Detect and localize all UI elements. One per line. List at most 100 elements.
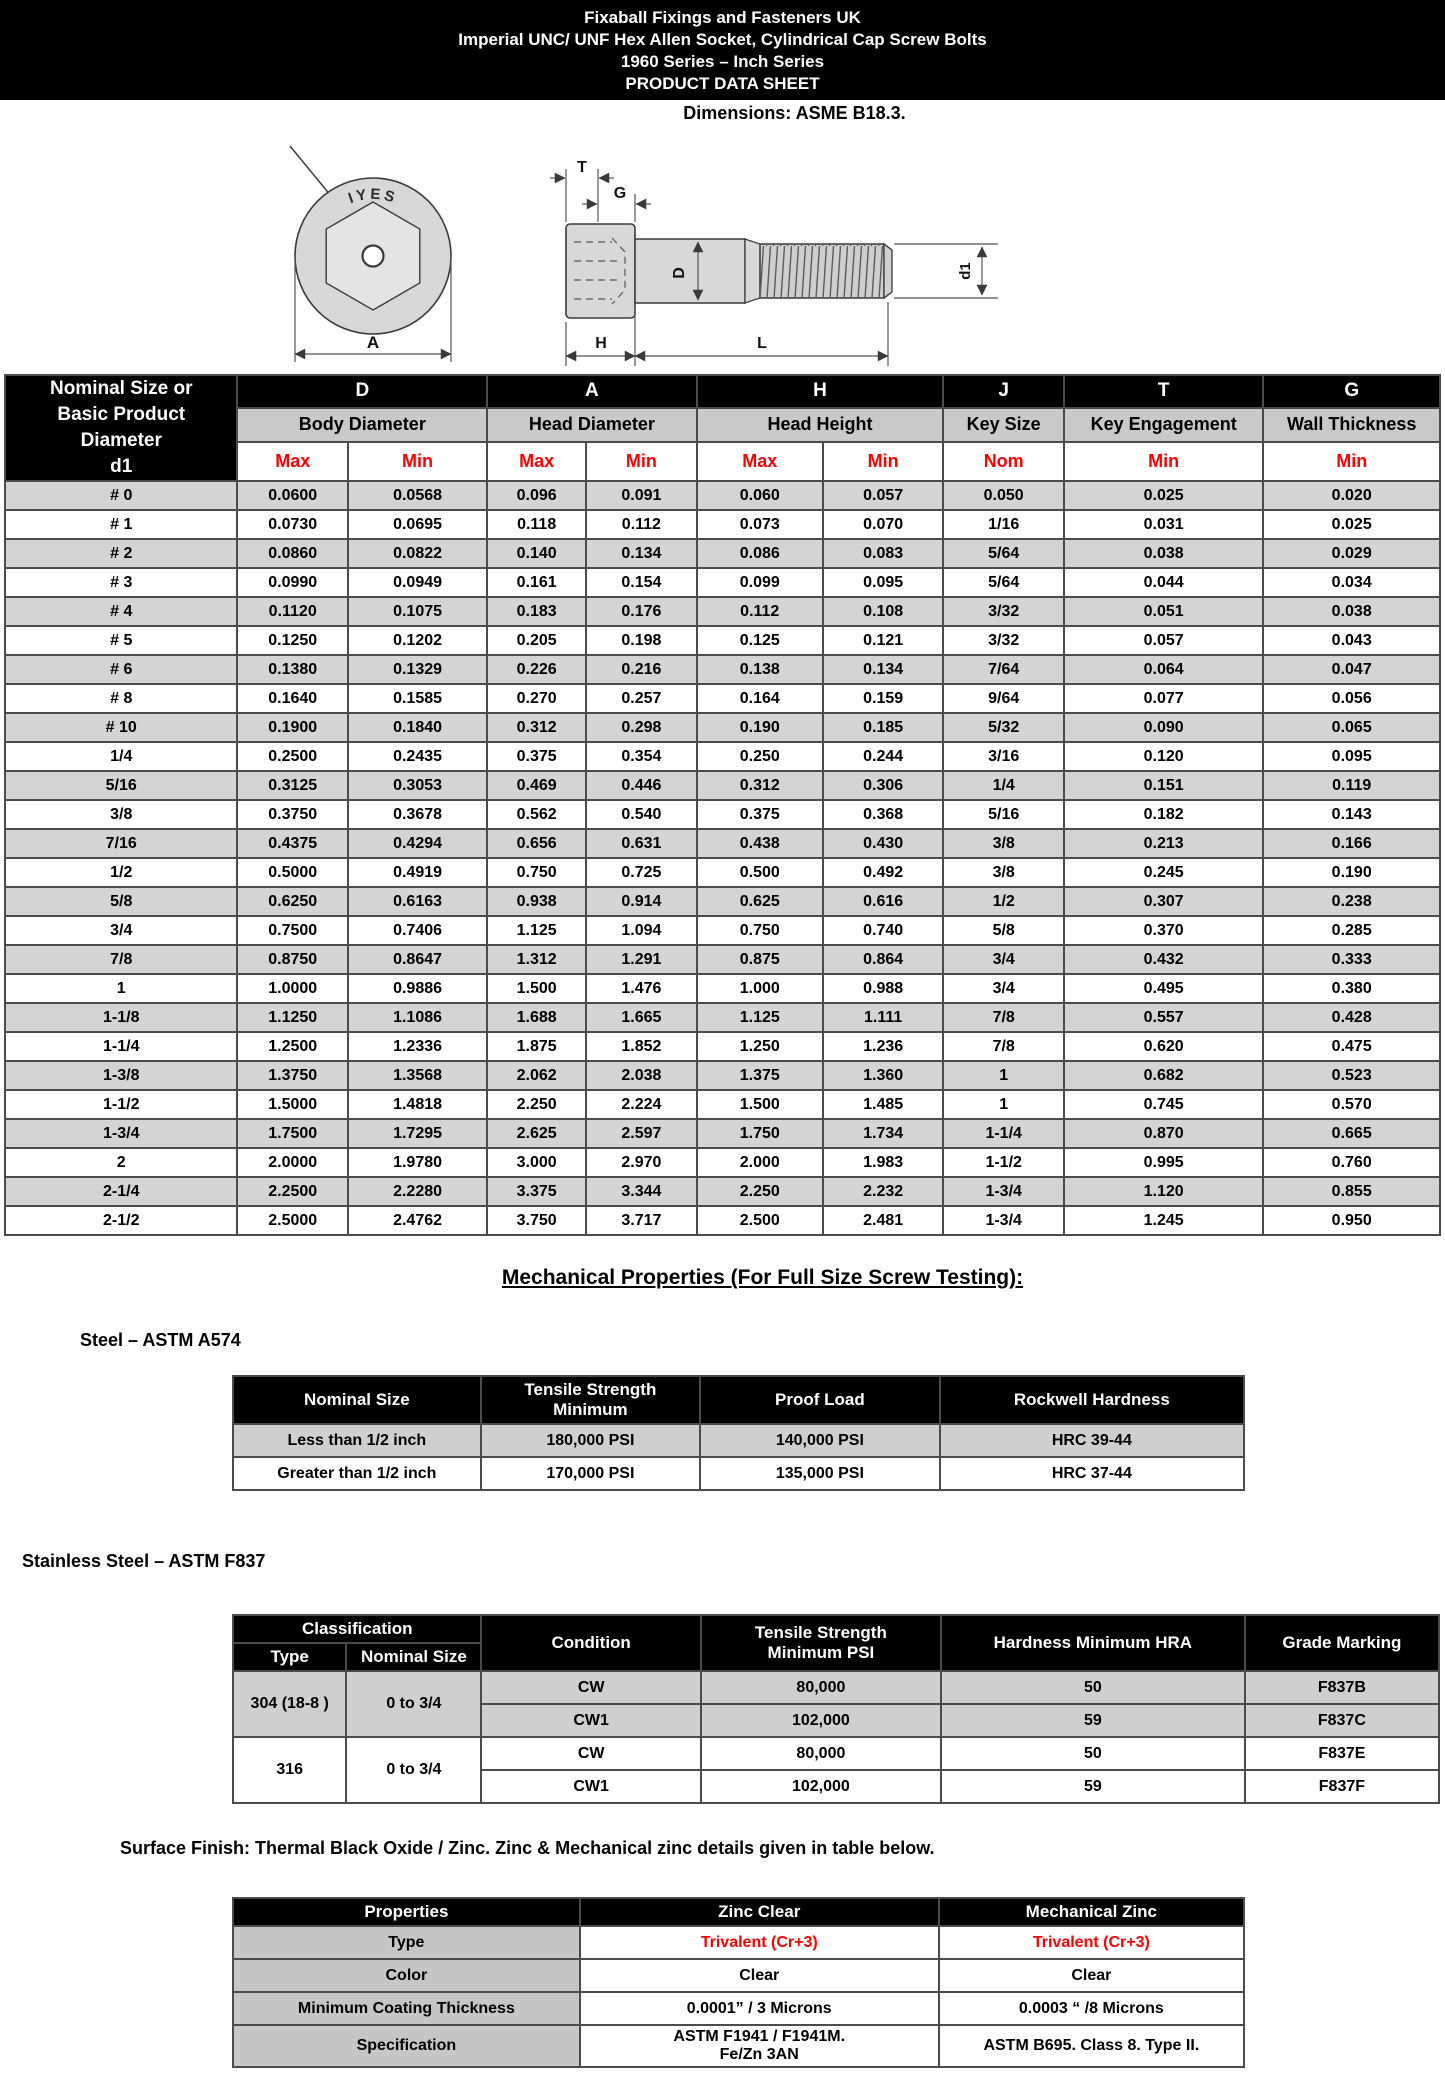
- value-cell: 3/4: [942, 944, 1065, 975]
- col-name-key-size: Key Size: [942, 406, 1065, 444]
- value-cell: 0.988: [821, 973, 945, 1004]
- size-cell: # 6: [3, 654, 239, 685]
- col-group-h: H: [695, 374, 945, 409]
- dimension-row: # 4 0.1120 0.1075 0.183 0.176 0.112 0.108 3/32 0…: [3, 596, 1441, 627]
- value-cell: 0.056: [1262, 683, 1441, 714]
- value-cell: 0.134: [821, 654, 945, 685]
- value-cell: 0.1075: [346, 596, 489, 627]
- dimension-row: # 2 0.0860 0.0822 0.140 0.134 0.086 0.083 5/64 0…: [3, 538, 1441, 569]
- sf-value-cell: 0.0003 “ /8 Microns: [937, 1991, 1246, 2026]
- value-cell: 0.077: [1062, 683, 1265, 714]
- value-cell: 1.0000: [236, 973, 349, 1004]
- product-title: Imperial UNC/ UNF Hex Allen Socket, Cyli…: [458, 30, 987, 49]
- value-cell: 0.0730: [236, 509, 349, 540]
- series-title: 1960 Series – Inch Series: [620, 52, 825, 71]
- size-cell: # 5: [3, 625, 239, 656]
- value-cell: 0.1380: [236, 654, 349, 685]
- value-cell: 0.034: [1262, 567, 1441, 598]
- sub-header: Min: [1262, 441, 1441, 482]
- value-cell: 3/32: [942, 596, 1065, 627]
- value-cell: 2.250: [486, 1089, 588, 1120]
- value-cell: 0.0695: [346, 509, 489, 540]
- sub-header: Max: [236, 441, 349, 482]
- value-cell: 0.4375: [236, 828, 349, 859]
- surface-finish-row: Minimum Coating Thickness 0.0001” / 3 Mi…: [232, 1991, 1246, 2026]
- value-cell: 0.446: [585, 770, 698, 801]
- dimension-table-body: # 0 0.0600 0.0568 0.096 0.091 0.060 0.057 0.050…: [3, 480, 1441, 1236]
- value-cell: 0.1840: [346, 712, 489, 743]
- dimension-row: # 5 0.1250 0.1202 0.205 0.198 0.125 0.121 3/32 0…: [3, 625, 1441, 656]
- value-cell: 0.855: [1262, 1176, 1441, 1207]
- value-cell: 1.360: [821, 1060, 945, 1091]
- ss-col-tensile: Tensile Strength Minimum PSI: [699, 1614, 942, 1672]
- steel-cell: 135,000 PSI: [699, 1456, 941, 1491]
- value-cell: 0.0822: [346, 538, 489, 569]
- ss-cell: F837C: [1243, 1703, 1441, 1738]
- stainless-row: CW1 102,000 59 F837C: [233, 1703, 1441, 1738]
- value-cell: 1.688: [486, 1002, 588, 1033]
- size-cell: 2-1/2: [3, 1205, 239, 1236]
- dimension-row: 1-1/2 1.5000 1.4818 2.250 2.224 1.500 1.485 1 0.…: [3, 1089, 1441, 1120]
- sub-header: Nom: [942, 441, 1065, 482]
- sf-label-cell: Type: [232, 1925, 581, 1960]
- value-cell: 0.134: [585, 538, 698, 569]
- size-cell: 1-1/8: [3, 1002, 239, 1033]
- front-view-drawing: IYES A: [289, 145, 452, 362]
- ss-cell: CW1: [480, 1703, 702, 1738]
- value-cell: 1.500: [486, 973, 588, 1004]
- value-cell: 0.065: [1262, 712, 1441, 743]
- dim-label-t: T: [577, 159, 587, 176]
- dimension-row: 7/8 0.8750 0.8647 1.312 1.291 0.875 0.864 3/4 0.…: [3, 944, 1441, 975]
- col-name-key-engagement: Key Engagement: [1062, 406, 1265, 444]
- ss-nominal-cell: 0 to 3/4: [345, 1736, 483, 1804]
- ss-cell: 80,000: [699, 1670, 942, 1705]
- value-cell: 0.914: [585, 886, 698, 917]
- value-cell: 2.062: [486, 1060, 588, 1091]
- value-cell: 2.625: [486, 1118, 588, 1149]
- value-cell: 0.523: [1262, 1060, 1441, 1091]
- value-cell: 2.5000: [236, 1205, 349, 1236]
- steel-spec-label: Steel – ASTM A574: [80, 1330, 241, 1350]
- value-cell: 0.492: [821, 857, 945, 888]
- value-cell: 0.025: [1262, 509, 1441, 540]
- ss-cell: 80,000: [699, 1736, 942, 1771]
- stainless-subheader-row: Type Nominal Size: [231, 1642, 1439, 1672]
- value-cell: 0.6250: [236, 886, 349, 917]
- value-cell: 1-1/4: [942, 1118, 1065, 1149]
- value-cell: 0.9886: [346, 973, 489, 1004]
- value-cell: 1/4: [942, 770, 1065, 801]
- dimension-row: 1/4 0.2500 0.2435 0.375 0.354 0.250 0.244 3/16 0…: [3, 741, 1441, 772]
- dimension-table: Nominal Size or Basic Product Diameter d…: [3, 374, 1441, 1236]
- value-cell: 3/8: [942, 828, 1065, 859]
- ss-cell: 102,000: [699, 1703, 942, 1738]
- surface-finish-table: Properties Zinc Clear Mechanical Zinc Ty…: [232, 1897, 1246, 2068]
- value-cell: 0.870: [1062, 1118, 1265, 1149]
- steel-cell: HRC 37-44: [938, 1456, 1246, 1491]
- dim-label-d1: d1: [957, 262, 974, 280]
- value-cell: 3.000: [486, 1147, 588, 1178]
- size-cell: # 1: [3, 509, 239, 540]
- name-header-row: Body Diameter Head Diameter Head Height …: [5, 406, 1441, 444]
- value-cell: 1.312: [486, 944, 588, 975]
- value-cell: 0.438: [695, 828, 824, 859]
- dimension-row: 1/2 0.5000 0.4919 0.750 0.725 0.500 0.492 3/8 0.…: [3, 857, 1441, 888]
- value-cell: 1.2336: [346, 1031, 489, 1062]
- size-cell: 1-1/4: [3, 1031, 239, 1062]
- sf-value-cell: ASTM B695. Class 8. Type II.: [937, 2024, 1246, 2068]
- value-cell: 5/32: [942, 712, 1065, 743]
- value-cell: 0.620: [1062, 1031, 1265, 1062]
- sub-header: Max: [486, 441, 588, 482]
- surface-finish-note: Surface Finish: Thermal Black Oxide / Zi…: [120, 1838, 935, 1858]
- ss-col-grade-marking: Grade Marking: [1243, 1614, 1441, 1672]
- size-cell: 7/16: [3, 828, 239, 859]
- col-group-d: D: [236, 374, 489, 409]
- shank: [634, 238, 746, 304]
- steel-row: Less than 1/2 inch 180,000 PSI 140,000 P…: [232, 1423, 1246, 1458]
- value-cell: 0.216: [585, 654, 698, 685]
- ss-col-condition: Condition: [480, 1614, 702, 1672]
- value-cell: 0.108: [821, 596, 945, 627]
- value-cell: 0.245: [1062, 857, 1265, 888]
- value-cell: 0.469: [486, 770, 588, 801]
- ss-cell: F837B: [1243, 1670, 1441, 1705]
- value-cell: 2.4762: [346, 1205, 489, 1236]
